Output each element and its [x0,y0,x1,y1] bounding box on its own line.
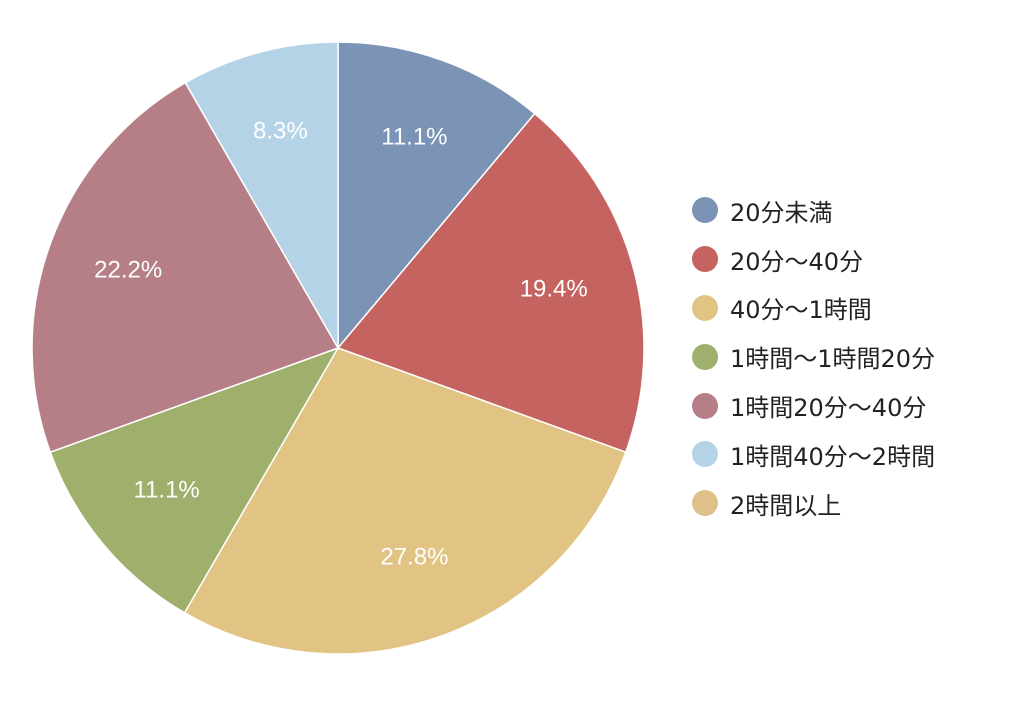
legend-item: 1時間〜1時間20分 [692,332,935,381]
legend-item: 2時間以上 [692,479,935,528]
legend-label: 2時間以上 [730,491,842,520]
slice-percent-label-6: 8.3% [253,118,308,145]
slice-percent-label-5: 22.2% [94,257,162,284]
legend-item: 20分未満 [692,186,935,235]
legend-label: 20分未満 [730,198,833,227]
legend-item: 20分〜40分 [692,235,935,284]
legend-label: 20分〜40分 [730,247,864,276]
pie-slice-5 [31,81,340,454]
legend-swatch [692,197,718,224]
legend-swatch [692,441,718,468]
legend-item: 1時間20分〜40分 [692,381,935,430]
legend-label: 40分〜1時間 [730,296,872,325]
pie-slice-4 [49,346,340,614]
slice-percent-label-2: 19.4% [520,275,588,302]
pie-slice-6 [184,41,339,351]
legend-item: 1時間40分〜2時間 [692,430,935,479]
slice-percent-label-3: 27.8% [380,543,448,570]
slice-percent-label-1: 11.1% [381,123,447,150]
legend-swatch [692,392,718,419]
legend-swatch [692,246,718,273]
legend-swatch [692,490,718,517]
pie-slices [31,41,645,655]
legend-swatch [692,294,718,321]
legend-label: 1時間40分〜2時間 [730,442,936,471]
pie-slice-1 [337,41,536,351]
legend-label: 1時間〜1時間20分 [730,345,936,374]
legend-item: 40分〜1時間 [692,284,935,333]
pie-slice-labels: 11.1% 19.4% 27.8% 11.1% 22.2% 8.3% [94,118,588,571]
legend-label: 1時間20分〜40分 [730,394,927,423]
chart-legend: 20分未満 20分〜40分 40分〜1時間 1時間〜1時間20分 1時間20分〜40分 1… [692,186,935,528]
pie-slice-3 [183,347,627,655]
pie-slice-2 [336,112,645,454]
slice-percent-label-4: 11.1% [134,477,200,504]
legend-swatch [692,343,718,370]
